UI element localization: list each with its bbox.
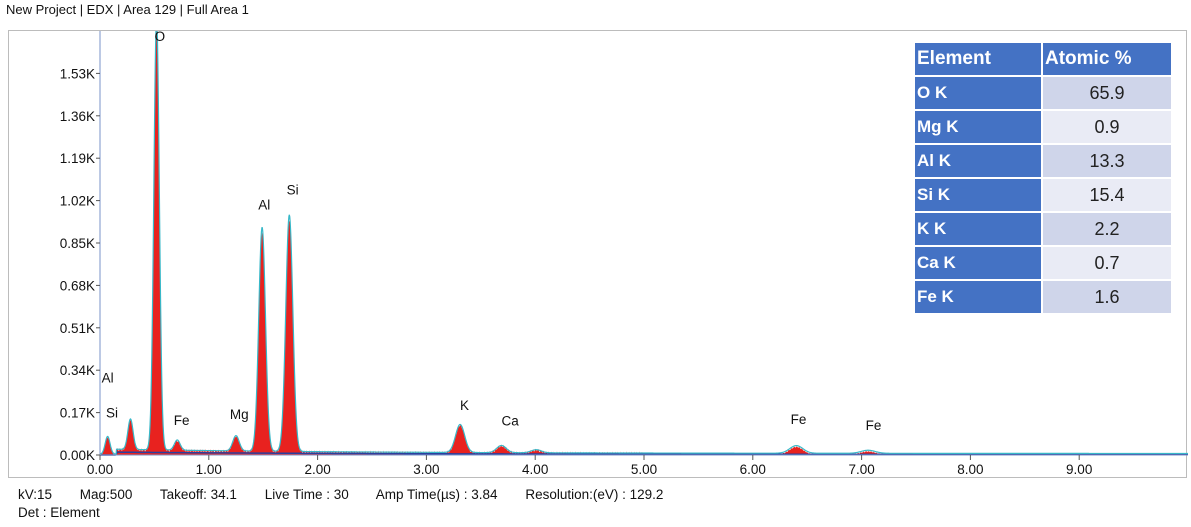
peak-label: Al	[258, 197, 270, 212]
x-tick-label: 2.00	[304, 462, 330, 477]
table-row: Si K 15.4	[913, 177, 1173, 213]
x-tick-label: 8.00	[957, 462, 983, 477]
x-tick-label: 9.00	[1066, 462, 1092, 477]
header-atomic-percent: Atomic %	[1041, 41, 1173, 77]
table-row: K K 2.2	[913, 211, 1173, 247]
y-tick-label: 1.02K	[60, 194, 95, 209]
table-row: O K 65.9	[913, 75, 1173, 111]
live-time-value: Live Time : 30	[264, 487, 349, 502]
atomic-percent-cell: 0.7	[1041, 245, 1173, 281]
header-element: Element	[913, 41, 1043, 77]
detector-line: Det : Element	[18, 505, 100, 520]
table-row: Ca K 0.7	[913, 245, 1173, 281]
element-cell: K K	[913, 211, 1043, 247]
peak-label: Al	[102, 371, 114, 386]
peak-label: Si	[287, 182, 299, 197]
composition-table: Element Atomic % O K 65.9 Mg K 0.9 Al K …	[913, 41, 1173, 315]
element-cell: Mg K	[913, 109, 1043, 145]
peak-label: Fe	[866, 418, 882, 433]
peak-label: Mg	[230, 407, 249, 422]
peak-label: Ca	[502, 414, 520, 429]
spectrum-outline	[99, 31, 1188, 455]
mag-value: Mag:500	[79, 487, 133, 502]
resolution-value: Resolution:(eV) : 129.2	[525, 487, 664, 502]
peak-label: Fe	[791, 412, 807, 427]
x-tick-label: 1.00	[196, 462, 222, 477]
y-tick-label: 1.19K	[60, 151, 95, 166]
spectrum-svg: 0.00 1.00 2.00 3.00 4.00 5.00 6.00 7.00 8.00 9.00…	[60, 31, 1188, 477]
y-tick-label: 0.85K	[60, 236, 95, 251]
table-row: Mg K 0.9	[913, 109, 1173, 145]
y-tick-label: 0.51K	[60, 321, 95, 336]
background-trace	[100, 451, 1188, 456]
amp-time-value: Amp Time(µs) : 3.84	[375, 487, 498, 502]
element-cell: Ca K	[913, 245, 1043, 281]
atomic-percent-cell: 1.6	[1041, 279, 1173, 315]
peak-label: K	[460, 398, 469, 413]
atomic-percent-cell: 13.3	[1041, 143, 1173, 179]
y-tick-label: 0.17K	[60, 406, 95, 421]
element-cell: O K	[913, 75, 1043, 111]
y-tick-label: 1.36K	[60, 109, 95, 124]
element-cell: Si K	[913, 177, 1043, 213]
x-tick-label: 6.00	[740, 462, 766, 477]
y-tick-label: 0.00K	[60, 448, 95, 463]
peak-label: Si	[106, 406, 118, 421]
x-tick-label: 5.00	[631, 462, 657, 477]
takeoff-value: Takeoff: 34.1	[159, 487, 237, 502]
y-tick-label: 1.53K	[60, 66, 95, 81]
atomic-percent-cell: 0.9	[1041, 109, 1173, 145]
table-row: Fe K 1.6	[913, 279, 1173, 315]
x-tick-label: 4.00	[522, 462, 548, 477]
peak-label: O	[155, 31, 166, 44]
table-row: Al K 13.3	[913, 143, 1173, 179]
x-tick-label: 3.00	[413, 462, 439, 477]
atomic-percent-cell: 2.2	[1041, 211, 1173, 247]
element-cell: Fe K	[913, 279, 1043, 315]
element-cell: Al K	[913, 143, 1043, 179]
acquisition-parameters: kV:15 Mag:500 Takeoff: 34.1 Live Time : …	[18, 487, 687, 502]
y-tick-label: 0.34K	[60, 363, 95, 378]
table-header-row: Element Atomic %	[913, 41, 1173, 77]
atomic-percent-cell: 15.4	[1041, 177, 1173, 213]
page-title: New Project | EDX | Area 129 | Full Area…	[6, 2, 249, 17]
peak-label: Fe	[174, 413, 190, 428]
x-tick-label: 7.00	[848, 462, 874, 477]
x-tick-label: 0.00	[87, 462, 113, 477]
y-tick-label: 0.68K	[60, 278, 95, 293]
atomic-percent-cell: 65.9	[1041, 75, 1173, 111]
kv-value: kV:15	[18, 487, 53, 502]
